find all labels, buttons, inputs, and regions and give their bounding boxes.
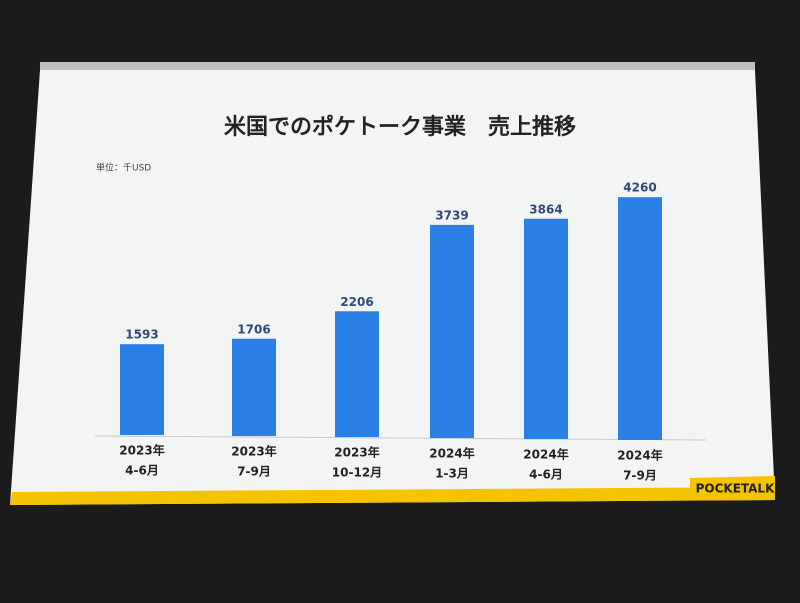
yellow-band (10, 487, 775, 505)
bar (232, 338, 276, 436)
value-label: 2206 (340, 295, 373, 309)
x-tick-label: 2023年 (119, 443, 164, 458)
x-tick-label: 7-9月 (237, 465, 271, 479)
value-label: 1593 (125, 328, 158, 342)
unit-label: 単位：千USD (96, 162, 151, 174)
x-tick-label: 2023年 (334, 445, 379, 460)
x-tick-label: 2024年 (429, 446, 474, 461)
x-tick-label: 2024年 (523, 447, 568, 462)
x-tick-label: 4-6月 (529, 468, 563, 482)
logo-box (690, 476, 775, 500)
bar (618, 197, 662, 440)
x-tick-label: 7-9月 (623, 469, 657, 483)
bar (430, 224, 474, 438)
bar (335, 311, 379, 437)
x-tick-label: 1-3月 (435, 467, 469, 481)
baseline (94, 435, 707, 441)
chart-title: 米国でのポケトーク事業 売上推移 (224, 114, 576, 140)
x-tick-label: 10-12月 (332, 466, 382, 480)
bar (524, 218, 568, 439)
value-label: 3739 (435, 208, 468, 222)
value-label: 4260 (623, 181, 656, 195)
logo: POCKETALK (696, 482, 775, 496)
value-label: 1706 (237, 322, 270, 336)
x-tick-label: 4-6月 (125, 464, 159, 478)
value-label: 3864 (529, 202, 562, 216)
x-tick-label: 2024年 (617, 448, 662, 463)
screen-top (40, 62, 755, 70)
screen (10, 70, 775, 505)
bar (120, 344, 164, 435)
x-tick-label: 2023年 (231, 444, 276, 459)
